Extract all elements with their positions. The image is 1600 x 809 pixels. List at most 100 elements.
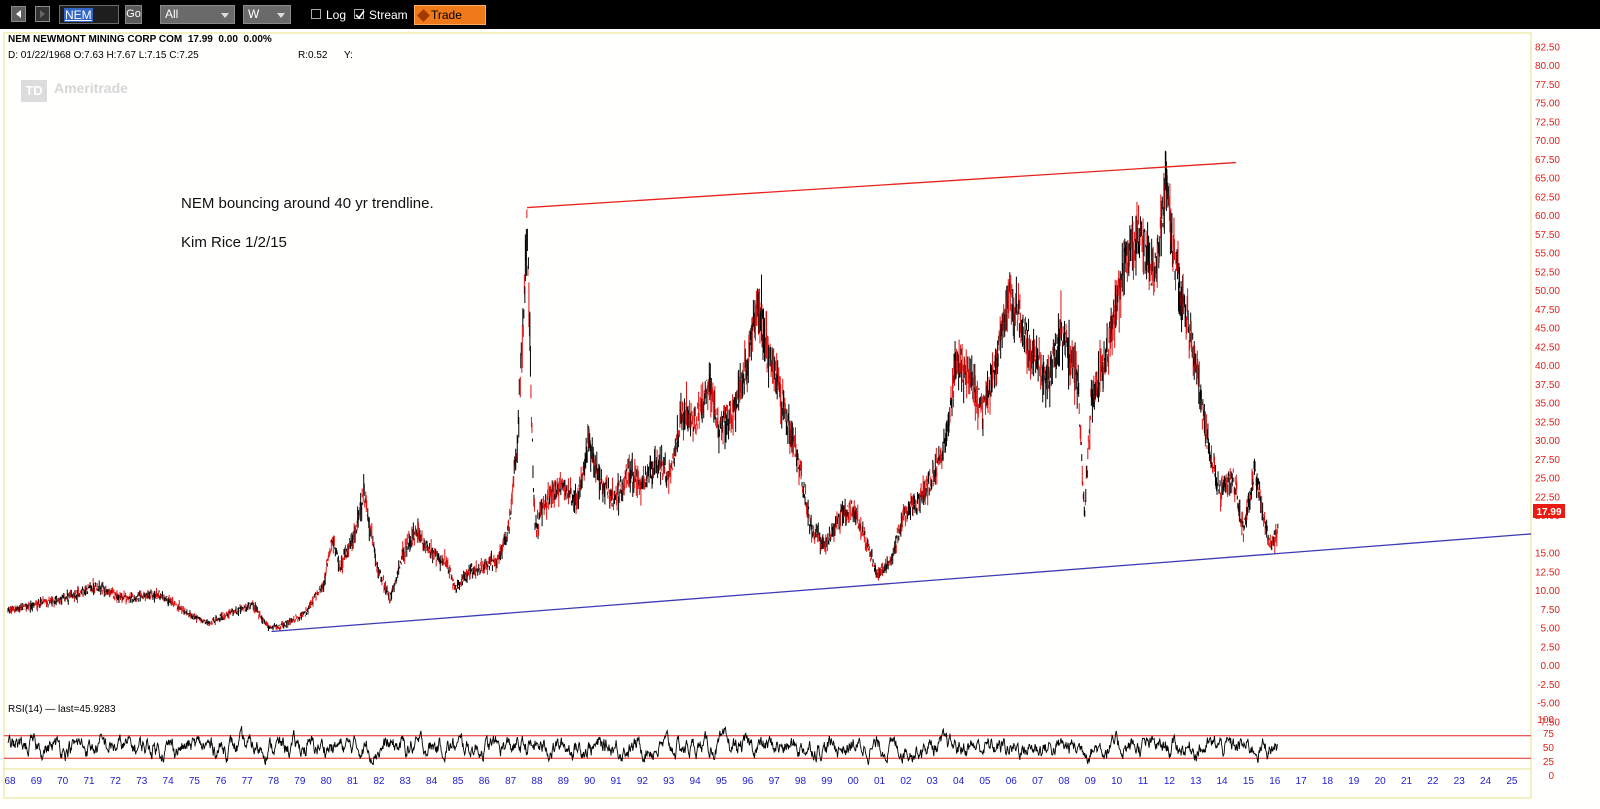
y-tick-label: -7.50 bbox=[1537, 717, 1560, 728]
x-tick-label: 20 bbox=[1375, 776, 1387, 787]
x-tick-label: 02 bbox=[900, 776, 912, 787]
last-price-tag-text: 17.99 bbox=[1536, 507, 1561, 518]
x-tick-label: 00 bbox=[848, 776, 860, 787]
x-tick-label: 98 bbox=[795, 776, 807, 787]
y-tick-label: 50.00 bbox=[1535, 286, 1560, 297]
y-tick-label: 22.50 bbox=[1535, 492, 1560, 503]
x-tick-label: 74 bbox=[163, 776, 175, 787]
log-checkbox[interactable] bbox=[311, 9, 321, 19]
back-arrow-button[interactable] bbox=[11, 6, 26, 22]
open-value: O:7.63 bbox=[73, 50, 104, 61]
price-y-axis: 82.50 80.00 77.50 75.00 72.50 70.00 67.50 65.00… bbox=[1535, 42, 1560, 728]
y-tick-label: 42.50 bbox=[1535, 342, 1560, 353]
y-tick-label: 52.50 bbox=[1535, 267, 1560, 278]
ameritrade-watermark: Ameritrade bbox=[54, 80, 128, 96]
x-tick-label: 90 bbox=[584, 776, 596, 787]
range-select[interactable]: All bbox=[160, 5, 235, 24]
y-tick-label: 82.50 bbox=[1535, 42, 1560, 53]
x-tick-label: 08 bbox=[1058, 776, 1070, 787]
x-tick-label: 07 bbox=[1032, 776, 1044, 787]
x-tick-label: 82 bbox=[373, 776, 385, 787]
time-x-axis: 68 69 70 71 72 73 74 75 76 77 78 79 80 81 82 83 84 85 86 87… bbox=[4, 776, 1517, 787]
x-tick-label: 23 bbox=[1454, 776, 1466, 787]
y-tick-label: 35.00 bbox=[1535, 399, 1560, 410]
low-value: L:7.15 bbox=[138, 50, 167, 61]
x-tick-label: 79 bbox=[294, 776, 306, 787]
y-tick-label: 40.00 bbox=[1535, 361, 1560, 372]
x-tick-label: 73 bbox=[136, 776, 148, 787]
x-tick-label: 78 bbox=[268, 776, 280, 787]
y-tick-label: 47.50 bbox=[1535, 305, 1560, 316]
x-tick-label: 95 bbox=[716, 776, 728, 787]
forward-arrow-button[interactable] bbox=[35, 6, 50, 22]
rsi-tick-label: 100 bbox=[1537, 715, 1554, 726]
chart-area[interactable]: 82.50 80.00 77.50 75.00 72.50 70.00 67.50 65.00… bbox=[0, 29, 1600, 804]
x-tick-label: 11 bbox=[1138, 776, 1149, 787]
y-tick-label: 80.00 bbox=[1535, 61, 1560, 72]
y-tick-label: 32.50 bbox=[1535, 417, 1560, 428]
x-tick-label: 13 bbox=[1190, 776, 1202, 787]
lower-trendline bbox=[271, 533, 1532, 633]
x-tick-label: 14 bbox=[1217, 776, 1229, 787]
y-tick-label: 45.00 bbox=[1535, 324, 1560, 335]
y-tick-label: 77.50 bbox=[1535, 80, 1560, 91]
y-tick-label: -5.00 bbox=[1537, 699, 1560, 710]
x-tick-label: 69 bbox=[31, 776, 43, 787]
y-tick-label: 75.00 bbox=[1535, 99, 1560, 110]
x-tick-label: 21 bbox=[1401, 776, 1413, 787]
x-tick-label: 94 bbox=[690, 776, 702, 787]
period-select-value: W bbox=[248, 7, 260, 21]
symbol-input-value: NEM bbox=[64, 8, 93, 22]
y-tick-label: 25.00 bbox=[1535, 474, 1560, 485]
rsi-tick-label: 0 bbox=[1548, 771, 1554, 782]
x-tick-label: 80 bbox=[321, 776, 333, 787]
upper-trendline bbox=[527, 161, 1236, 209]
rsi-tick-label: 50 bbox=[1543, 743, 1555, 754]
x-tick-label: 87 bbox=[505, 776, 517, 787]
x-tick-label: 18 bbox=[1322, 776, 1334, 787]
x-tick-label: 86 bbox=[479, 776, 491, 787]
chart-frame bbox=[3, 32, 1532, 799]
y-tick-label: 2.50 bbox=[1541, 642, 1561, 653]
rsi-panel: 100 75 50 25 0 bbox=[4, 715, 1554, 782]
checkmark-icon bbox=[355, 10, 365, 20]
x-tick-label: 19 bbox=[1348, 776, 1360, 787]
last-value: 17.99 bbox=[187, 34, 213, 45]
chart-title: NEM NEWMONT MINING CORP COM bbox=[8, 34, 183, 45]
x-tick-label: 88 bbox=[531, 776, 543, 787]
date-value: 01/22/1968 bbox=[20, 50, 71, 61]
y-tick-label: 72.50 bbox=[1535, 117, 1560, 128]
stream-label: Stream bbox=[369, 8, 408, 22]
change-value: 0.00 bbox=[218, 34, 238, 45]
symbol-input[interactable]: NEM bbox=[59, 5, 119, 24]
x-tick-label: 77 bbox=[242, 776, 254, 787]
period-select[interactable]: W bbox=[243, 5, 291, 24]
trade-icon bbox=[417, 9, 430, 22]
y-tick-label: 10.00 bbox=[1535, 586, 1560, 597]
x-tick-label: 10 bbox=[1111, 776, 1123, 787]
price-chart-svg[interactable]: 82.50 80.00 77.50 75.00 72.50 70.00 67.50 65.00… bbox=[0, 29, 1600, 804]
go-button[interactable]: Go bbox=[125, 5, 142, 24]
arrow-right-icon bbox=[40, 10, 45, 18]
x-tick-label: 81 bbox=[347, 776, 359, 787]
stream-checkbox[interactable] bbox=[354, 9, 365, 20]
x-tick-label: 75 bbox=[189, 776, 201, 787]
r-value: R:0.52 bbox=[298, 50, 328, 61]
x-tick-label: 97 bbox=[769, 776, 781, 787]
annotation-note-2: Kim Rice 1/2/15 bbox=[181, 234, 287, 251]
x-tick-label: 91 bbox=[610, 776, 622, 787]
x-tick-label: 04 bbox=[953, 776, 965, 787]
rsi-line bbox=[7, 725, 1279, 766]
trade-now-button[interactable]: Trade Now bbox=[414, 5, 486, 40]
y-tick-label: 7.50 bbox=[1541, 605, 1561, 616]
y-value: Y: bbox=[344, 50, 353, 61]
price-series bbox=[7, 150, 1279, 632]
rsi-tick-label: 25 bbox=[1543, 757, 1555, 768]
y-tick-label: 55.00 bbox=[1535, 249, 1560, 260]
y-tick-label: 62.50 bbox=[1535, 192, 1560, 203]
td-logo-icon: TD bbox=[21, 80, 47, 102]
date-prefix: D: bbox=[8, 50, 18, 61]
y-tick-label: 65.00 bbox=[1535, 174, 1560, 185]
last-price-tag: 17.99 bbox=[1533, 504, 1565, 518]
y-tick-label: 67.50 bbox=[1535, 155, 1560, 166]
